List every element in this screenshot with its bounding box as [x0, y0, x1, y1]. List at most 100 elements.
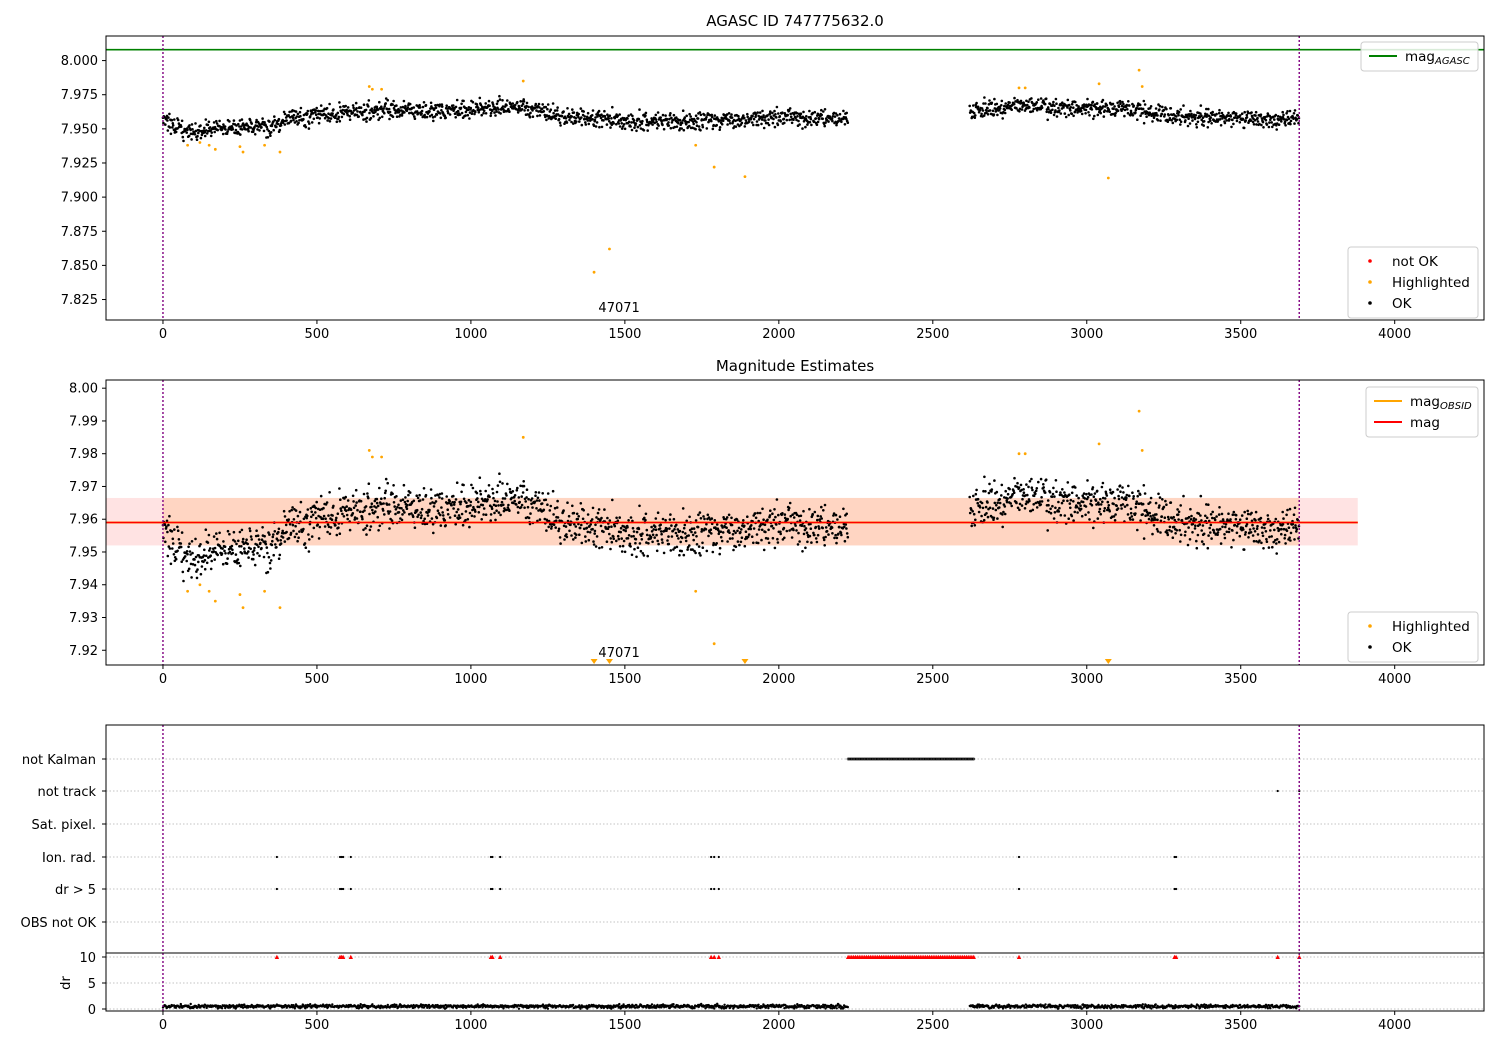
- ok-point: [1215, 515, 1218, 518]
- ok-point: [180, 542, 183, 545]
- ok-point: [651, 123, 654, 126]
- ok-point: [454, 116, 457, 119]
- ok-point: [699, 111, 702, 114]
- ok-point: [718, 533, 721, 536]
- ok-point: [1157, 530, 1160, 533]
- ok-point: [1136, 495, 1139, 498]
- ok-point: [1067, 114, 1070, 117]
- ok-point: [188, 135, 191, 138]
- ok-point: [289, 523, 292, 526]
- ok-point: [474, 111, 477, 114]
- ok-point: [1112, 103, 1115, 106]
- ok-point: [379, 525, 382, 528]
- ok-point: [777, 124, 780, 127]
- ok-point: [1207, 503, 1210, 506]
- ok-point: [657, 124, 660, 127]
- ok-point: [1122, 103, 1125, 106]
- ok-point: [546, 108, 549, 111]
- ok-point: [696, 543, 699, 546]
- ok-point: [1187, 117, 1190, 120]
- ok-point: [588, 539, 591, 542]
- ok-point: [751, 121, 754, 124]
- ok-point: [1028, 500, 1031, 503]
- ok-point: [433, 505, 436, 508]
- ok-point: [199, 543, 202, 546]
- ok-point: [1195, 123, 1198, 126]
- ok-point: [815, 537, 818, 540]
- ok-point: [294, 525, 297, 528]
- ok-point: [983, 476, 986, 479]
- ok-point: [647, 542, 650, 545]
- ok-point: [645, 513, 648, 516]
- highlighted-point: [713, 166, 716, 169]
- ok-point: [525, 496, 528, 499]
- ok-point: [376, 498, 379, 501]
- ok-point: [826, 530, 829, 533]
- ok-point: [535, 103, 538, 106]
- ok-point: [1004, 505, 1007, 508]
- ok-point: [247, 130, 250, 133]
- ok-point: [1148, 512, 1151, 515]
- ok-point: [663, 552, 666, 555]
- ok-point: [1099, 513, 1102, 516]
- ok-point: [677, 537, 680, 540]
- ok-point: [805, 115, 808, 118]
- ok-point: [368, 482, 371, 485]
- ok-point: [541, 107, 544, 110]
- ok-point: [216, 129, 219, 132]
- highlighted-point: [1098, 82, 1101, 85]
- ok-point: [558, 528, 561, 531]
- ok-point: [589, 523, 592, 526]
- highlighted-point: [186, 590, 189, 593]
- ok-point: [257, 546, 260, 549]
- ok-point: [416, 509, 419, 512]
- ok-point: [335, 517, 338, 520]
- ok-point: [759, 111, 762, 114]
- ok-point: [977, 106, 980, 109]
- ok-point: [722, 119, 725, 122]
- ok-point: [612, 538, 615, 541]
- ok-point: [263, 556, 266, 559]
- ok-point: [210, 568, 213, 571]
- ok-point: [1007, 493, 1010, 496]
- ok-point: [391, 519, 394, 522]
- ok-point: [1013, 477, 1016, 480]
- ok-point: [668, 527, 671, 530]
- p1-legend-label: not OK: [1392, 254, 1439, 270]
- ok-point: [680, 550, 683, 553]
- ok-point: [1061, 488, 1064, 491]
- ok-point: [1281, 511, 1284, 514]
- ok-point: [1234, 116, 1237, 119]
- ok-point: [996, 103, 999, 106]
- highlighted-point: [242, 606, 245, 609]
- ok-point: [522, 491, 525, 494]
- highlighted-point: [214, 600, 217, 603]
- ok-point: [524, 500, 527, 503]
- ok-point: [529, 512, 532, 515]
- ok-point: [1161, 106, 1164, 109]
- ok-point: [744, 545, 747, 548]
- ok-point: [598, 547, 601, 550]
- ok-point: [465, 501, 468, 504]
- ok-point: [676, 534, 679, 537]
- ok-point: [657, 511, 660, 514]
- ok-point: [1255, 511, 1258, 514]
- ok-point: [683, 554, 686, 557]
- ok-point: [444, 116, 447, 119]
- ok-point: [629, 125, 632, 128]
- ok-point: [422, 106, 425, 109]
- ok-point: [1220, 124, 1223, 127]
- ok-point: [1112, 503, 1115, 506]
- ok-point: [1149, 501, 1152, 504]
- ok-point: [1119, 490, 1122, 493]
- ok-point: [478, 111, 481, 114]
- ok-point: [805, 527, 808, 530]
- ok-point: [1001, 117, 1004, 120]
- ok-point: [763, 127, 766, 130]
- ok-point: [608, 533, 611, 536]
- ok-point: [1068, 493, 1071, 496]
- ok-point: [568, 530, 571, 533]
- ok-point: [1235, 112, 1238, 115]
- highlighted-point: [263, 590, 266, 593]
- ok-point: [774, 516, 777, 519]
